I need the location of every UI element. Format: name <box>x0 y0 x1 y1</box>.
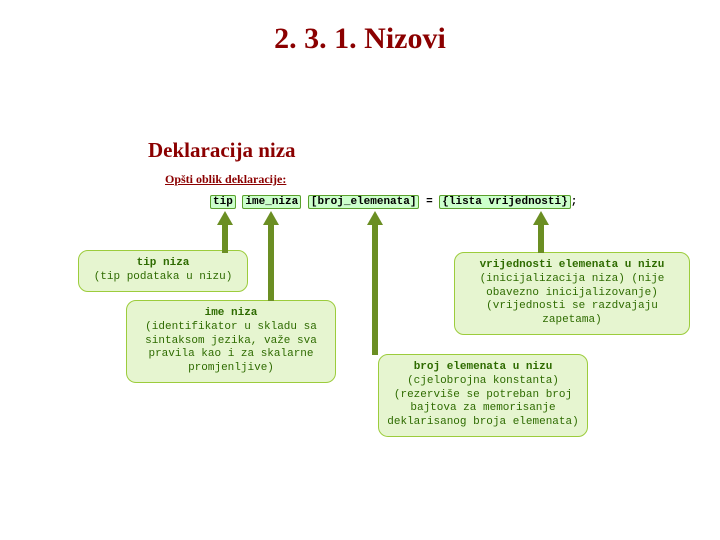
callout-body: (identifikator u skladu sa sintaksom jez… <box>145 321 317 374</box>
arrow-to-ime <box>264 211 278 301</box>
arrow-to-broj <box>368 211 382 355</box>
syntax-literal: = <box>419 196 439 208</box>
callout-heading: ime niza <box>135 307 327 321</box>
syntax-token: [broj_elemenata] <box>308 195 420 209</box>
syntax-token: ime_niza <box>242 195 301 209</box>
syntax-literal: ; <box>571 196 578 208</box>
callout-body: (cjelobrojna konstanta) (rezerviše se po… <box>387 375 578 428</box>
arrow-to-vrij <box>534 211 548 253</box>
page-title: 2. 3. 1. Nizovi <box>0 22 720 56</box>
arrow-to-tip <box>218 211 232 253</box>
callout-heading: tip niza <box>87 257 239 271</box>
callout-heading: vrijednosti elemenata u nizu <box>463 259 681 273</box>
section-heading: Deklaracija niza <box>148 138 296 163</box>
callout-tip: tip niza(tip podataka u nizu) <box>78 250 248 292</box>
syntax-token: {lista vrijednosti} <box>439 195 570 209</box>
callout-heading: broj elemenata u nizu <box>387 361 579 375</box>
slide: { "colors": { "title": "#8b0000", "token… <box>0 0 720 540</box>
callout-vrij: vrijednosti elemenata u nizu(inicijaliza… <box>454 252 690 335</box>
callout-ime: ime niza(identifikator u skladu sa sinta… <box>126 300 336 383</box>
callout-broj: broj elemenata u nizu(cjelobrojna konsta… <box>378 354 588 437</box>
syntax-literal <box>301 196 308 208</box>
section-subheading: Opšti oblik deklaracije: <box>165 172 286 187</box>
callout-body: (inicijalizacija niza) (nije obavezno in… <box>480 273 665 326</box>
callout-body: (tip podataka u nizu) <box>94 271 233 283</box>
syntax-token: tip <box>210 195 236 209</box>
syntax-declaration-line: tip ime_niza [broj_elemenata] = {lista v… <box>210 196 577 208</box>
